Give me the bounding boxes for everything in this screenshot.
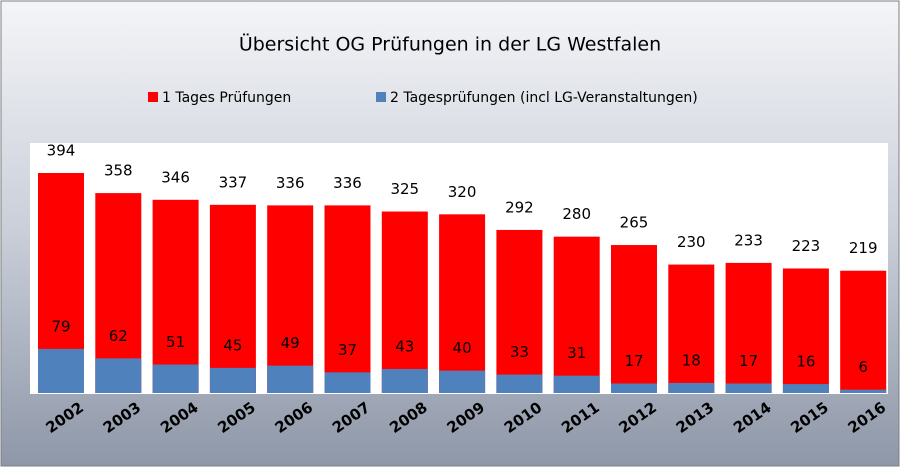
data-label: 336	[333, 174, 362, 192]
bar	[611, 383, 657, 393]
legend-label: 1 Tages Prüfungen	[162, 90, 291, 106]
data-label: 17	[624, 352, 643, 370]
bar	[267, 365, 314, 393]
bar	[38, 348, 84, 393]
data-label: 394	[47, 142, 76, 160]
data-label: 6	[858, 358, 868, 376]
legend-label: 2 Tagesprüfungen (incl LG-Veranstaltunge…	[390, 90, 698, 106]
data-label: 230	[677, 233, 706, 251]
bar	[209, 367, 256, 393]
bar	[95, 358, 142, 393]
data-label: 40	[453, 339, 472, 357]
bar	[381, 368, 428, 393]
bar	[782, 384, 829, 393]
bar	[840, 389, 887, 393]
data-label: 62	[109, 327, 128, 345]
bar	[668, 382, 715, 393]
bar	[840, 270, 887, 393]
bar	[553, 375, 600, 393]
data-label: 79	[51, 317, 70, 335]
data-label: 37	[338, 341, 357, 359]
legend-swatch	[376, 92, 386, 102]
data-label: 325	[390, 180, 419, 198]
data-label: 17	[739, 352, 758, 370]
bar	[668, 264, 715, 393]
bar	[324, 372, 371, 393]
bar	[725, 262, 772, 393]
data-label: 223	[792, 237, 821, 255]
data-label: 51	[166, 333, 185, 351]
bar	[496, 374, 543, 393]
data-label: 18	[682, 351, 701, 369]
bar	[439, 370, 486, 393]
chart-title: Übersicht OG Prüfungen in der LG Westfal…	[239, 33, 661, 56]
data-label: 265	[620, 214, 649, 232]
bar	[439, 214, 486, 393]
bar	[782, 268, 829, 393]
bar	[725, 383, 772, 393]
bar	[209, 204, 256, 393]
bar	[324, 205, 371, 393]
bar	[496, 229, 543, 393]
bar	[152, 364, 199, 393]
data-label: 346	[161, 168, 190, 186]
data-label: 337	[219, 173, 248, 191]
data-label: 320	[448, 183, 477, 201]
data-label: 219	[849, 239, 878, 257]
data-label: 49	[281, 334, 300, 352]
bar	[381, 211, 428, 393]
data-label: 280	[562, 205, 591, 223]
data-label: 33	[510, 343, 529, 361]
legend-swatch	[148, 92, 158, 102]
data-label: 233	[734, 231, 763, 249]
data-label: 45	[223, 336, 242, 354]
data-label: 292	[505, 198, 534, 216]
bar	[553, 236, 600, 393]
data-label: 31	[567, 344, 586, 362]
data-label: 358	[104, 162, 133, 180]
data-label: 336	[276, 174, 305, 192]
bar	[152, 199, 199, 393]
bar	[611, 245, 657, 393]
data-label: 16	[796, 353, 815, 371]
data-label: 43	[395, 337, 414, 355]
bar	[267, 205, 314, 393]
